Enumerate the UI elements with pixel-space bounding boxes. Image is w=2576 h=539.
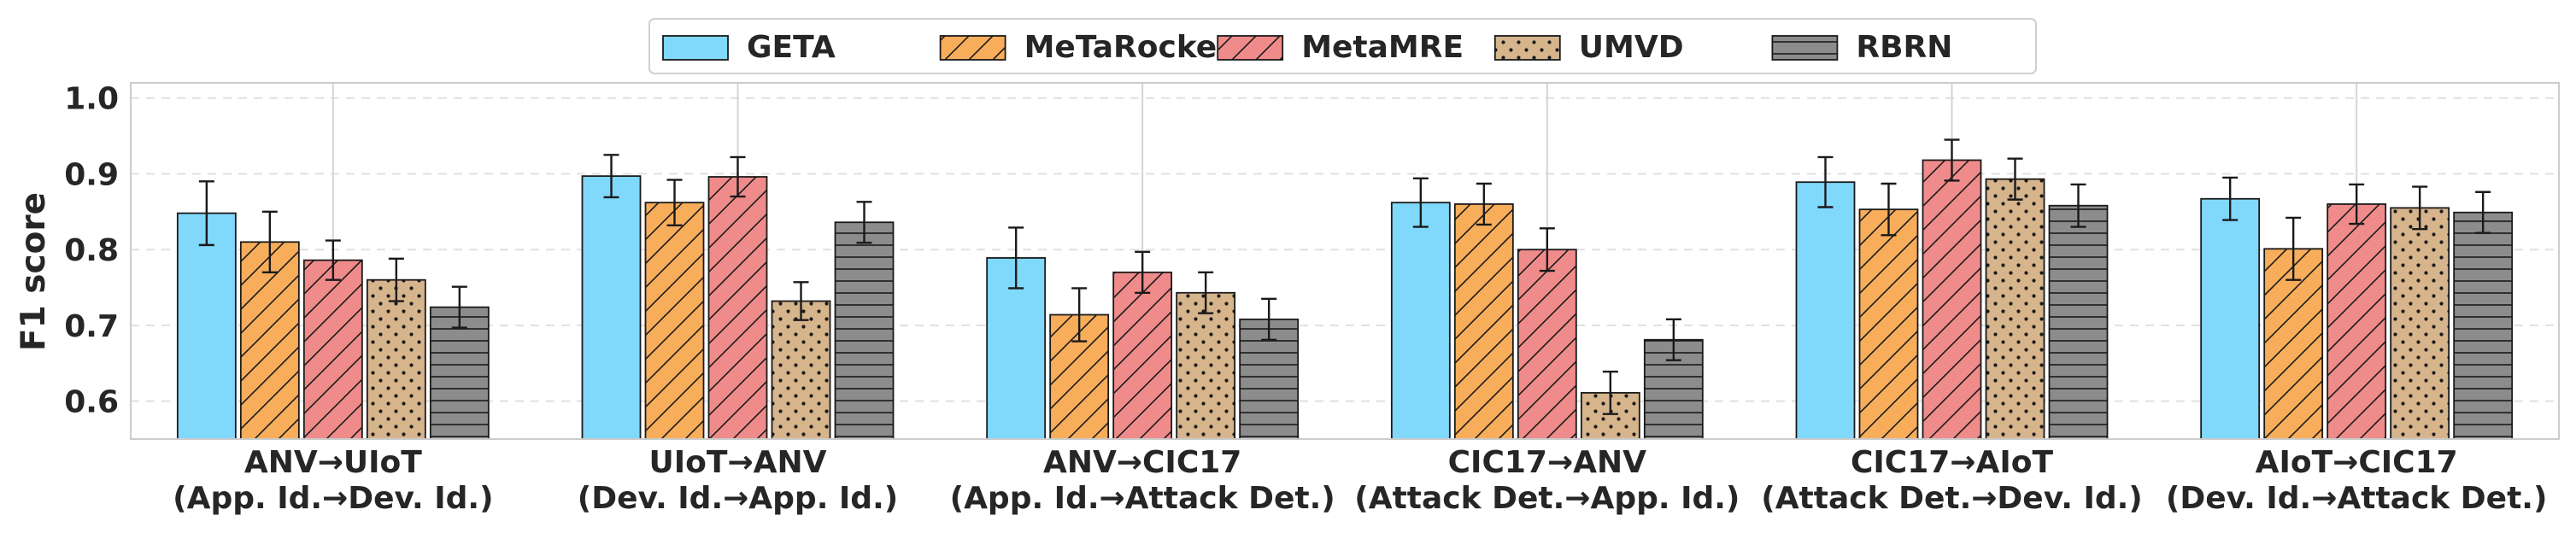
axes-layer: 0.6 0.7 0.8 0.9 1.0 ANV→UIoT(App. Id.→Dev. Id… [64,82,2560,516]
y-tick-label: 0.7 [64,309,119,344]
legend-label-geta: GETA [747,30,836,65]
x-tick-sublabel: (Attack Det.→App. Id.) [1354,481,1740,516]
legend-label-metarocket: MeTaRocket [1024,30,1232,65]
bar-hatch [1113,272,1172,439]
bar-hatch [240,242,299,439]
y-tick-label: 0.8 [64,233,119,268]
legend-swatch-geta [663,36,728,60]
y-axis-label: F1 score [15,192,53,351]
bar-geta-0 [177,213,236,439]
legend-label-metamre: MetaMRE [1301,30,1464,65]
x-tick-label: CIC17→AIoT [1851,445,2053,480]
y-tick-label: 1.0 [64,82,119,117]
legend-swatch-outline [1493,35,1561,61]
bar-hatch [708,177,767,439]
bar-hatch [430,307,489,439]
legend: GETA MeTaRocket MetaMRE UMVD RBRN [648,18,2037,74]
bar-geta-5 [2201,198,2260,439]
bar-hatch [1177,292,1235,439]
x-tick-label: ANV→UIoT [244,445,422,480]
bar-hatch [1859,209,1918,439]
legend-label-umvd: UMVD [1579,30,1684,65]
x-tick-sublabel: (Dev. Id.→App. Id.) [578,481,898,516]
bar-hatch [2327,203,2386,439]
legend-swatch-outline [1217,35,1284,61]
x-tick-label: AIoT→CIC17 [2256,445,2458,480]
bar-hatch [1986,179,2045,440]
legend-swatch-outline [662,35,729,61]
x-tick-label: UIoT→ANV [649,445,827,480]
bar-hatch [2049,205,2108,439]
legend-swatch-hatch [1494,36,1560,60]
x-tick-sublabel: (App. Id.→Dev. Id.) [173,481,493,516]
bar-hatch [835,222,894,439]
plot-frame [130,82,2560,440]
bar-hatch [367,279,425,439]
y-tick-label: 0.9 [64,157,119,192]
bar-geta-3 [1391,202,1450,439]
x-tick-label: CIC17→ANV [1448,445,1646,480]
bar-hatch [2391,208,2450,439]
legend-swatch-hatch [1772,36,1838,60]
bar-hatch [1922,160,1981,440]
legend-swatch-outline [939,35,1006,61]
legend-swatch-hatch [940,36,1006,60]
x-tick-sublabel: (App. Id.→Attack Det.) [950,481,1335,516]
grid-layer [131,83,2559,439]
bar-hatch [1517,249,1576,439]
bar-hatch [2454,212,2513,439]
y-tick-label: 0.6 [64,385,119,420]
bar-hatch [1454,203,1513,439]
bar-geta-4 [1796,182,1855,439]
bar-hatch [645,202,704,439]
x-tick-sublabel: (Attack Det.→Dev. Id.) [1761,481,2143,516]
x-tick-sublabel: (Dev. Id.→Attack Det.) [2166,481,2548,516]
bar-hatch [772,301,830,439]
legend-swatch-outline [1771,35,1839,61]
bar-hatch [303,260,362,439]
bars-layer [176,138,2514,440]
legend-label-rbrn: RBRN [1856,30,1952,65]
x-tick-label: ANV→CIC17 [1043,445,1241,480]
bar-geta-1 [582,176,641,439]
legend-swatch-hatch [1218,36,1283,60]
